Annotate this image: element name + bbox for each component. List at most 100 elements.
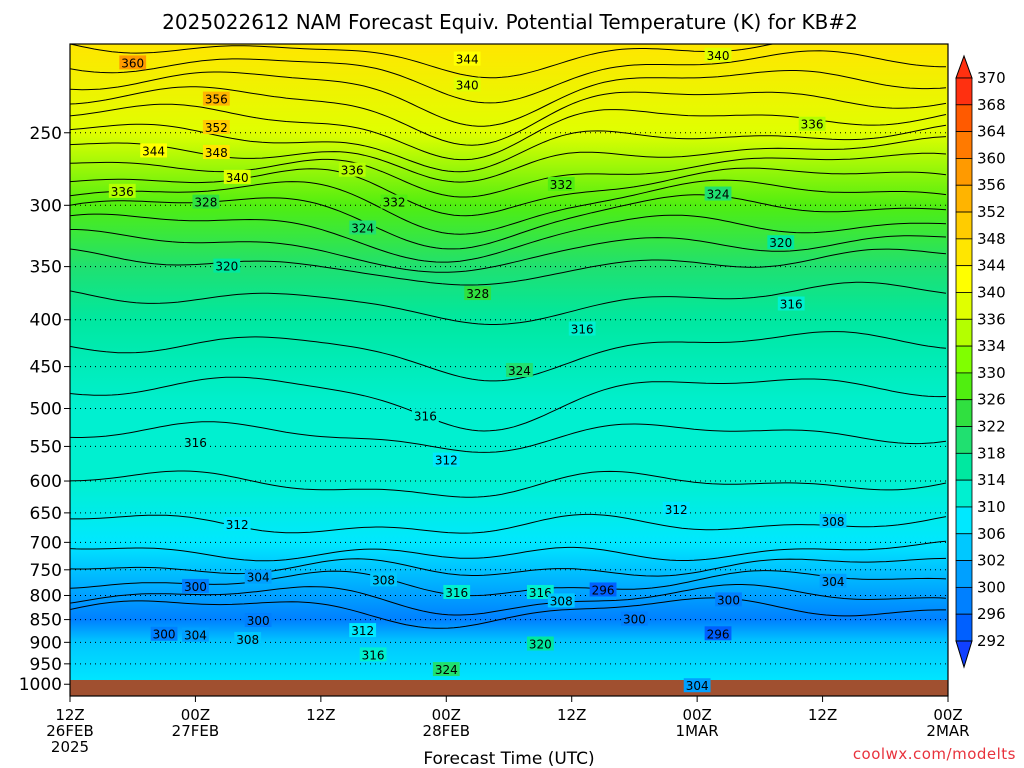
colorbar-label: 300 xyxy=(977,578,1006,596)
colorbar-label: 302 xyxy=(977,552,1006,570)
contour-label: 312 xyxy=(432,452,460,468)
contour-line-304 xyxy=(70,584,947,616)
contour-label-text: 340 xyxy=(226,171,249,185)
colorbar-label: 340 xyxy=(977,283,1006,301)
contour-label-bg xyxy=(108,183,136,198)
ground-surface xyxy=(70,680,948,696)
contour-label: 348 xyxy=(202,144,230,160)
contour-label-bg xyxy=(589,582,617,597)
contour-label-text: 316 xyxy=(414,409,437,423)
contour-label: 308 xyxy=(234,632,262,647)
contour-label-text: 356 xyxy=(205,93,228,107)
contour-label: 328 xyxy=(192,194,220,210)
contour-label-text: 308 xyxy=(372,573,395,587)
y-tick-label: 450 xyxy=(30,358,62,378)
contour-label-text: 316 xyxy=(529,586,552,600)
x-tick-label: 2MAR xyxy=(926,722,969,740)
colorbar-label: 360 xyxy=(977,149,1006,167)
contour-label-text: 300 xyxy=(623,613,646,627)
contour-line-314 xyxy=(70,470,947,498)
y-tick-label: 950 xyxy=(30,655,62,675)
contour-label: 324 xyxy=(704,186,732,202)
contour-line-306 xyxy=(70,570,947,597)
contour-label: 308 xyxy=(370,572,397,587)
colorbar-label: 330 xyxy=(977,364,1006,382)
contour-label-text: 324 xyxy=(707,188,730,202)
contour-line-346 xyxy=(70,70,947,127)
contour-label-bg xyxy=(349,220,377,235)
credit-text: coolwx.com/modelts xyxy=(853,745,1016,763)
contour-label: 304 xyxy=(683,678,711,693)
contour-label-bg xyxy=(380,194,408,209)
contour-label-text: 336 xyxy=(801,118,824,132)
colorbar-swatch xyxy=(955,184,973,213)
colorbar-swatch xyxy=(955,131,973,159)
colorbar-swatch xyxy=(955,506,973,535)
contour-label: 352 xyxy=(202,119,230,135)
colorbar-label: 306 xyxy=(977,525,1006,543)
colorbar-swatch xyxy=(955,613,973,642)
contour-label-bg xyxy=(547,593,575,608)
contour-label-text: 324 xyxy=(435,663,458,677)
contour-label: 324 xyxy=(349,220,377,235)
colorbar-label: 356 xyxy=(977,176,1006,194)
colorbar-swatch xyxy=(955,318,973,347)
x-tick-label: 00Z xyxy=(682,706,711,724)
contour-label-bg xyxy=(704,47,732,62)
contour-line-336 xyxy=(70,152,947,198)
contour-label: 328 xyxy=(464,286,492,301)
contour-label-text: 340 xyxy=(456,79,479,93)
contour-line-312 xyxy=(70,513,947,534)
colorbar-swatch xyxy=(955,426,973,454)
contour-label: 332 xyxy=(380,194,408,210)
contour-label-bg xyxy=(777,296,805,311)
contour-label-text: 320 xyxy=(215,260,238,274)
contour-label-text: 300 xyxy=(153,628,176,642)
contour-label-text: 304 xyxy=(822,575,845,589)
contour-label-bg xyxy=(349,623,377,638)
contour-label-text: 320 xyxy=(529,638,552,652)
contour-label-text: 304 xyxy=(184,629,207,643)
contour-label: 340 xyxy=(223,169,251,185)
y-tick-label: 600 xyxy=(30,472,62,492)
y-tick-label: 850 xyxy=(30,611,62,631)
contour-label: 360 xyxy=(119,55,147,70)
contour-line-348 xyxy=(70,50,947,104)
colorbar-label: 318 xyxy=(977,444,1006,462)
contour-label-bg xyxy=(819,573,847,588)
colorbar-swatch xyxy=(955,345,973,374)
x-tick-label: 27FEB xyxy=(172,722,219,740)
x-tick-label: 26FEB xyxy=(46,722,93,740)
contour-label-bg xyxy=(202,144,230,159)
colorbar-label: 364 xyxy=(977,123,1006,141)
colorbar-swatch xyxy=(955,211,973,240)
contour-label-bg xyxy=(202,119,230,134)
y-tick-label: 300 xyxy=(30,196,62,216)
contour-label-bg xyxy=(767,235,795,250)
contour-label-text: 312 xyxy=(351,624,374,638)
colorbar-swatch xyxy=(955,238,973,267)
y-axis: 2503003504004505005506006507007508008509… xyxy=(19,124,70,695)
contour-line-310 xyxy=(70,540,947,562)
contour-label-text: 304 xyxy=(686,679,709,693)
contour-label-bg xyxy=(506,362,533,377)
colorbar-label: 314 xyxy=(977,471,1006,489)
contour-label-bg xyxy=(119,55,147,70)
y-tick-label: 750 xyxy=(30,561,62,581)
contour-lines xyxy=(70,44,947,629)
colorbar-label: 348 xyxy=(977,230,1006,248)
contour-label: 300 xyxy=(182,578,209,594)
contour-label: 312 xyxy=(223,516,251,532)
contour-label: 308 xyxy=(819,513,847,529)
contour-label: 312 xyxy=(349,623,377,638)
contour-label-text: 324 xyxy=(508,364,531,378)
colorbar-top-arrow xyxy=(955,54,973,79)
colorbar-label: 370 xyxy=(977,69,1006,87)
contour-label-text: 328 xyxy=(194,196,217,210)
contour-label-bg xyxy=(234,632,262,647)
y-tick-label: 550 xyxy=(30,437,62,457)
contour-label: 332 xyxy=(547,176,575,192)
contour-label-bg xyxy=(526,636,554,651)
contour-label-bg xyxy=(202,91,230,106)
